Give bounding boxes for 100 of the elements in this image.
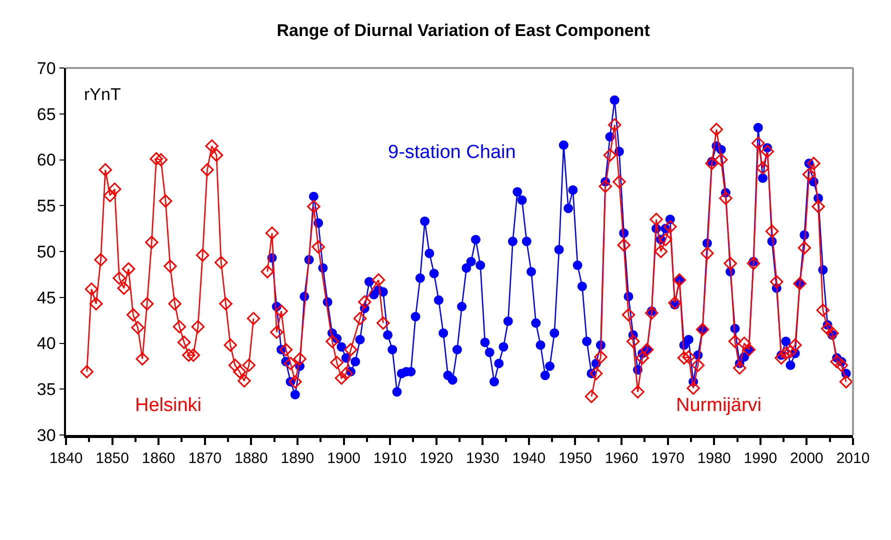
x-tick-label: 1990 (744, 450, 778, 467)
point (131, 321, 144, 334)
point (117, 282, 130, 295)
point (802, 168, 816, 182)
point (158, 194, 172, 208)
point (344, 343, 358, 356)
point (686, 382, 700, 395)
point (80, 365, 94, 378)
point (584, 390, 598, 404)
point (631, 385, 644, 398)
point (376, 316, 390, 330)
point (700, 246, 714, 260)
point (612, 175, 626, 188)
point (765, 224, 779, 238)
y-tick-label: 40 (36, 334, 56, 354)
x-tick-label: 1980 (697, 450, 731, 467)
point (126, 308, 140, 322)
point (816, 304, 830, 317)
point (756, 161, 770, 175)
point (238, 374, 251, 388)
point (728, 334, 742, 348)
point (339, 366, 353, 380)
point (732, 361, 746, 375)
point (358, 295, 372, 309)
point (191, 320, 205, 334)
point (200, 163, 214, 176)
point (224, 338, 237, 352)
point (196, 248, 210, 262)
point (664, 220, 677, 234)
y-tick-label: 70 (36, 58, 56, 78)
point (168, 297, 182, 310)
point (636, 351, 649, 365)
point (839, 375, 853, 388)
x-tick-label: 1940 (512, 450, 546, 467)
point (714, 153, 728, 166)
point (265, 226, 279, 240)
x-tick-label: 1920 (420, 450, 454, 467)
point (108, 182, 122, 196)
x-tick-label: 1900 (327, 450, 360, 467)
point (807, 156, 820, 170)
point (608, 118, 622, 132)
point (145, 236, 158, 249)
point (710, 122, 724, 136)
x-tick-label: 1910 (373, 450, 407, 467)
point (760, 144, 774, 158)
point (812, 200, 825, 214)
point (210, 148, 224, 162)
point (136, 352, 149, 366)
point (746, 256, 760, 270)
point (279, 343, 292, 356)
point (784, 344, 798, 358)
point (284, 356, 298, 370)
point (205, 139, 218, 153)
point (330, 356, 344, 370)
point (705, 156, 718, 170)
point (650, 212, 663, 226)
point (798, 241, 811, 254)
point (372, 273, 386, 287)
point (293, 352, 306, 366)
point (719, 192, 732, 205)
y-tick-label: 55 (36, 196, 56, 216)
point (219, 297, 232, 310)
chart-title: Range of Diurnal Variation of East Component (276, 21, 650, 40)
x-tick-label: 2000 (790, 450, 824, 467)
point (353, 312, 367, 326)
series-label: Nurmijärvi (676, 395, 762, 416)
point (774, 351, 788, 365)
point (98, 163, 112, 176)
point (270, 326, 284, 339)
point (246, 312, 260, 326)
x-tick-label: 1870 (188, 450, 222, 467)
x-tick-label: 2010 (836, 450, 870, 467)
point (598, 180, 612, 193)
series-label: Helsinki (135, 395, 202, 416)
point (186, 348, 200, 362)
point (122, 262, 136, 276)
point (112, 272, 126, 285)
point (589, 366, 603, 380)
point (89, 297, 103, 310)
point (334, 372, 348, 385)
y-tick-label: 35 (36, 380, 56, 400)
x-tick-label: 1950 (558, 450, 592, 467)
point (779, 346, 792, 360)
point (594, 350, 608, 364)
x-tick-label: 1840 (49, 450, 83, 467)
point (770, 275, 784, 288)
point (668, 296, 682, 310)
x-tick-label: 1850 (96, 450, 129, 467)
point (164, 260, 177, 273)
point (622, 308, 636, 322)
point (788, 338, 802, 352)
x-tick-label: 1930 (466, 450, 500, 467)
point (150, 152, 163, 166)
point (228, 358, 242, 372)
point (214, 256, 228, 270)
point (834, 358, 848, 372)
point (326, 334, 339, 348)
point (84, 282, 98, 296)
y-tick-label: 30 (36, 426, 56, 445)
point (177, 336, 191, 349)
